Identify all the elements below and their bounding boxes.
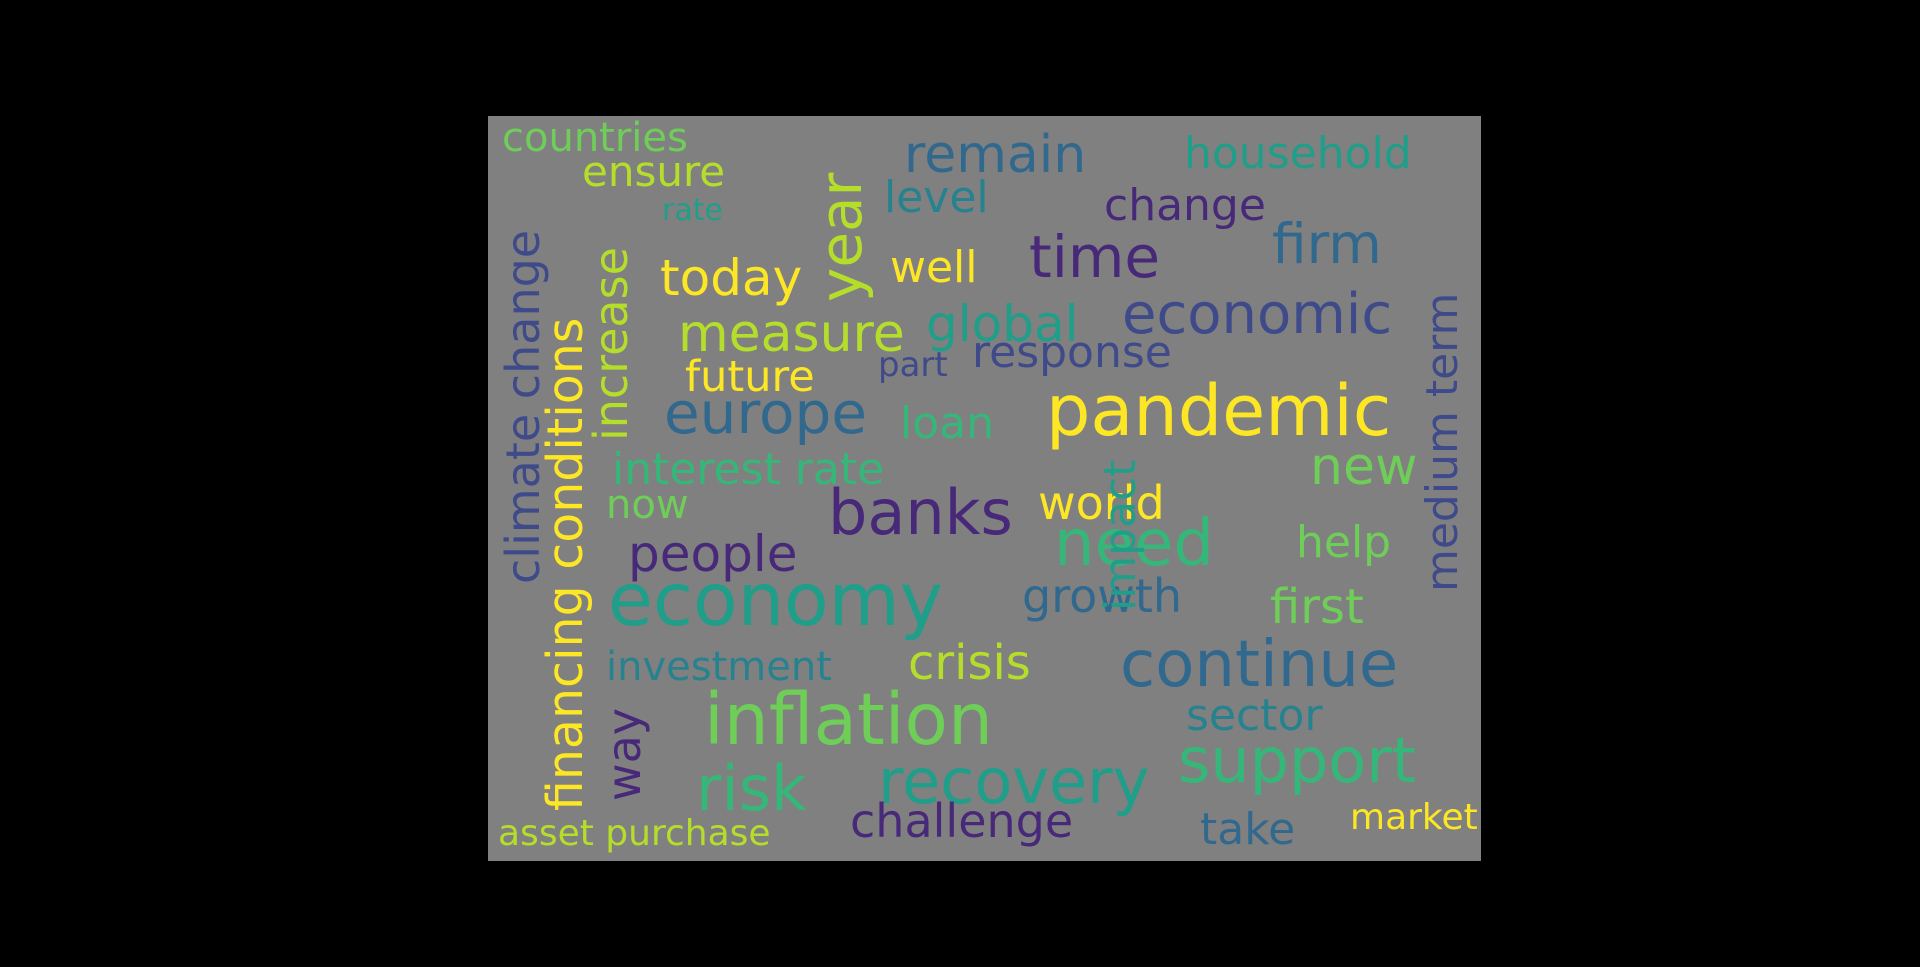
word-remain: remain — [904, 125, 1087, 185]
word-banks: banks — [828, 476, 1013, 549]
word-year: year — [807, 172, 875, 302]
word-future: future — [685, 352, 815, 402]
word-economic: economic — [1122, 282, 1393, 347]
word-need: need — [1054, 507, 1214, 581]
word-rate: rate — [662, 193, 723, 228]
word-help: help — [1296, 517, 1392, 568]
word-market: market — [1350, 797, 1478, 838]
word-financing-conditions: financing conditions — [537, 317, 594, 811]
word-impact: impact — [1095, 459, 1146, 611]
word-well: well — [890, 242, 978, 293]
word-household: household — [1184, 128, 1412, 179]
word-challenge: challenge — [850, 794, 1074, 848]
word-economy: economy — [608, 558, 943, 643]
word-today: today — [660, 249, 803, 307]
word-continue: continue — [1120, 628, 1399, 702]
word-recovery: recovery — [878, 745, 1150, 818]
word-ensure: ensure — [582, 147, 726, 196]
word-investment: investment — [606, 644, 832, 690]
word-cloud: countries ensure rate remain household l… — [488, 116, 1481, 861]
word-medium-term: medium term — [1417, 292, 1468, 592]
word-measure: measure — [678, 304, 905, 364]
word-loan: loan — [900, 398, 994, 449]
word-sector: sector — [1186, 690, 1323, 741]
word-part: part — [878, 345, 948, 385]
word-global: global — [926, 295, 1079, 353]
word-asset-purchase: asset purchase — [498, 813, 771, 854]
word-growth: growth — [1022, 569, 1183, 623]
word-pandemic: pandemic — [1046, 370, 1392, 452]
word-now: now — [606, 482, 689, 528]
word-countries: countries — [502, 116, 688, 161]
word-level: level — [884, 172, 989, 223]
word-people: people — [628, 525, 798, 583]
word-firm: firm — [1272, 212, 1382, 276]
word-crisis: crisis — [908, 635, 1031, 691]
word-new: new — [1310, 437, 1418, 497]
word-change: change — [1104, 180, 1266, 231]
word-first: first — [1270, 579, 1364, 635]
word-world: world — [1038, 476, 1165, 530]
word-response: response — [972, 327, 1172, 378]
word-time: time — [1029, 223, 1161, 291]
word-inflation: inflation — [704, 678, 993, 761]
word-way: way — [597, 707, 651, 801]
word-risk: risk — [696, 752, 807, 825]
word-increase: increase — [584, 247, 638, 441]
word-take: take — [1200, 804, 1296, 855]
word-support: support — [1178, 724, 1417, 797]
word-europe: europe — [664, 379, 867, 447]
word-interest-rate: interest rate — [612, 444, 885, 495]
